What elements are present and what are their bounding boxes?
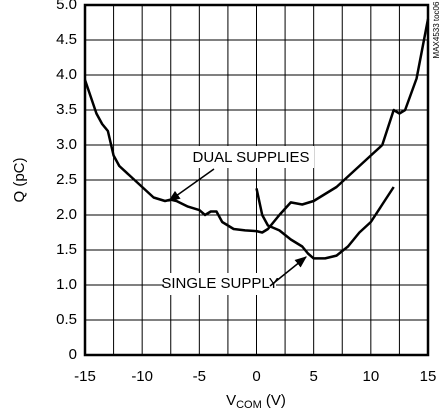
x-label-main: V <box>226 392 236 409</box>
y-tick-label: 5.0 <box>56 0 77 13</box>
annotation-arrow <box>168 168 215 202</box>
x-tick-label: -5 <box>193 368 206 385</box>
annotation-bg <box>188 146 314 168</box>
series-line <box>255 186 395 260</box>
x-tick-label: 15 <box>420 368 437 385</box>
plot-frame <box>83 3 430 357</box>
x-tick-label: 5 <box>309 368 317 385</box>
annotation-single: SINGLE SUPPLY <box>161 275 278 292</box>
annotation-arrow <box>269 256 307 287</box>
annotation-dual: DUAL SUPPLIES <box>193 149 310 166</box>
x-axis-label: VCOM (V) <box>226 392 286 411</box>
y-tick-label: 3.0 <box>56 136 77 153</box>
x-label-unit: (V) <box>262 392 286 409</box>
y-tick-label: 1.0 <box>56 276 77 293</box>
side-note: MAX4533 toc06 <box>432 1 441 58</box>
x-tick-label: -10 <box>131 368 153 385</box>
x-label-sub: COM <box>236 399 262 411</box>
y-tick-label: 0.5 <box>56 311 77 328</box>
lines <box>83 18 430 260</box>
y-tick-label: 2.5 <box>56 171 77 188</box>
annotation-bg <box>164 273 276 295</box>
series-line <box>83 18 430 234</box>
x-tick-label: 0 <box>252 368 260 385</box>
y-tick-label: 4.0 <box>56 66 77 83</box>
y-tick-label: 1.5 <box>56 241 77 258</box>
x-tick-label: 10 <box>362 368 379 385</box>
y-tick-label: 4.5 <box>56 31 77 48</box>
y-tick-label: 2.0 <box>56 206 77 223</box>
grid <box>84 4 429 356</box>
y-axis-label: Q (pC) <box>11 157 28 202</box>
y-tick-label: 0 <box>69 346 77 363</box>
x-tick-label: -15 <box>74 368 96 385</box>
y-tick-label: 3.5 <box>56 101 77 118</box>
